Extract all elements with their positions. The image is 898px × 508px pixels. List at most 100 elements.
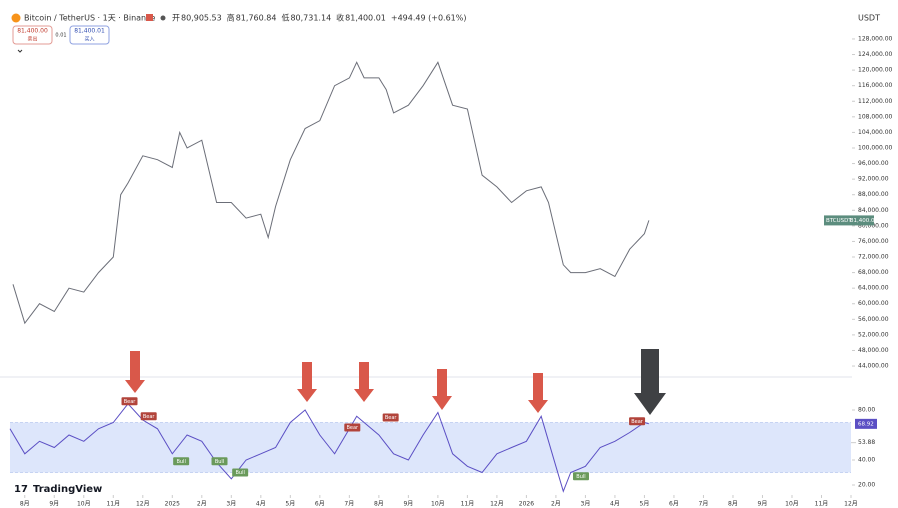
last-value-box: [824, 215, 874, 226]
ohlc-value: 81,400.01: [345, 14, 386, 23]
y-tick-label: 116,000.00: [858, 82, 893, 89]
y-tick-label: 96,000.00: [858, 160, 889, 167]
x-tick-label: 11月: [106, 501, 120, 508]
price-line: [12, 61, 650, 325]
ohlc-key: 开: [172, 14, 180, 23]
x-tick-label: 8月: [728, 501, 738, 508]
x-tick-label: 11月: [815, 501, 829, 508]
flag-icon[interactable]: [146, 14, 153, 21]
x-tick-label: 12月: [490, 501, 504, 508]
x-tick-label: 2月: [197, 501, 207, 508]
y-tick-label: 60,000.00: [858, 300, 889, 307]
ohlc-key: 低: [281, 13, 289, 23]
x-tick-label: 7月: [699, 501, 709, 508]
divergence-label: Bull: [215, 459, 224, 465]
y-tick-label: 100,000.00: [858, 144, 893, 151]
ohlc-key: 收: [336, 13, 344, 23]
ohlc-value: 80,731.14: [290, 14, 331, 23]
y-tick-label: 72,000.00: [858, 254, 889, 261]
bull-tag: [211, 457, 228, 466]
dark-arrow: [634, 349, 666, 415]
sell-button[interactable]: [12, 25, 53, 45]
last-label: 68.92: [858, 421, 874, 427]
bear-tag: [121, 397, 138, 406]
x-tick-label: 10月: [785, 501, 799, 508]
y-tick-label: 52,000.00: [858, 331, 889, 338]
header: Bitcoin / TetherUS · 1天 · Binance 开 80,90…: [11, 13, 880, 53]
y-tick-label: 76,000.00: [858, 238, 889, 245]
logo-mark: 𝟭𝟳: [14, 484, 28, 495]
divergence-label: Bear: [631, 419, 644, 425]
x-tick-label: 6月: [669, 501, 679, 508]
ohlc-value: 80,905.53: [181, 14, 222, 23]
x-tick-label: 10月: [77, 501, 91, 508]
x-tick-label: 3月: [226, 501, 236, 508]
y-tick-label: 128,000.00: [858, 35, 893, 42]
bull-tag: [572, 472, 589, 481]
last-label: 81,400.01: [850, 218, 878, 224]
currency: USDT: [858, 14, 880, 23]
x-tick-label: 5月: [285, 501, 295, 508]
ohlc-value: 81,760.84: [236, 14, 277, 23]
x-tick-label: 3月: [581, 501, 591, 508]
y-tick-label: 104,000.00: [858, 129, 893, 136]
red-arrow: [125, 351, 145, 393]
brand: 𝟭𝟳 TradingView: [14, 484, 102, 495]
x-tick-label: 9月: [758, 501, 768, 508]
x-tick-label: 8月: [374, 501, 384, 508]
last-value-box: [855, 418, 877, 429]
rsi-band: [10, 422, 851, 473]
bull-tag: [232, 468, 249, 477]
x-tick-label: 2月: [551, 501, 561, 508]
x-tick-label: 8月: [20, 501, 30, 508]
arrows: [125, 349, 666, 415]
y-tick-label: 20.00: [858, 482, 875, 489]
status-dot: [160, 15, 166, 21]
x-tick-label: 10月: [431, 501, 445, 508]
bear-tag: [629, 417, 646, 426]
y-tick-label: 92,000.00: [858, 176, 889, 183]
last-name: BTCUSDT: [826, 218, 852, 224]
y-tick-label: 124,000.00: [858, 51, 893, 58]
divergence-label: Bear: [346, 425, 359, 431]
y-tick-label: 80,000.00: [858, 222, 889, 229]
red-arrow: [297, 362, 317, 402]
y-tick-label: 56,000.00: [858, 316, 889, 323]
y-tick-label: 120,000.00: [858, 67, 893, 74]
y-tick-label: 64,000.00: [858, 285, 889, 292]
red-arrow: [528, 373, 548, 413]
y-tick-label: 68,000.00: [858, 269, 889, 276]
divergence-label: Bear: [124, 399, 137, 405]
collapse-toggle[interactable]: [17, 49, 23, 53]
bear-tag: [344, 423, 361, 432]
y-tick-label: 84,000.00: [858, 207, 889, 214]
ma-label: 53.88: [858, 439, 875, 446]
buy-button[interactable]: [69, 25, 110, 45]
change: +494.49 (+0.61%): [391, 14, 467, 23]
sell-price: 81,400.00: [17, 28, 48, 35]
divergence-label: Bear: [143, 414, 156, 420]
coin-icon: [11, 13, 21, 23]
divergence-label: Bear: [385, 415, 398, 421]
divergence-label: Bull: [176, 459, 185, 465]
x-tick-label: 9月: [49, 501, 59, 508]
x-tick-label: 11月: [461, 501, 475, 508]
y-tick-label: 108,000.00: [858, 113, 893, 120]
x-tick-label: 9月: [403, 501, 413, 508]
x-tick-label: 12月: [136, 501, 150, 508]
ohlc-key: 高: [227, 13, 235, 23]
x-tick-label: 5月: [640, 501, 650, 508]
divergence-label: Bull: [576, 474, 585, 480]
y-tick-label: 80.00: [858, 407, 875, 414]
red-arrow: [432, 369, 452, 410]
y-tick-label: 88,000.00: [858, 191, 889, 198]
bear-tag: [382, 413, 399, 422]
x-tick-label: 4月: [610, 501, 620, 508]
sell-label: 卖出: [27, 36, 37, 43]
x-tick-label: 2026: [519, 501, 534, 508]
bull-tag: [173, 457, 190, 466]
x-tick-label: 7月: [344, 501, 354, 508]
y-tick-label: 40.00: [858, 457, 875, 464]
buy-price: 81,400.01: [74, 28, 105, 35]
